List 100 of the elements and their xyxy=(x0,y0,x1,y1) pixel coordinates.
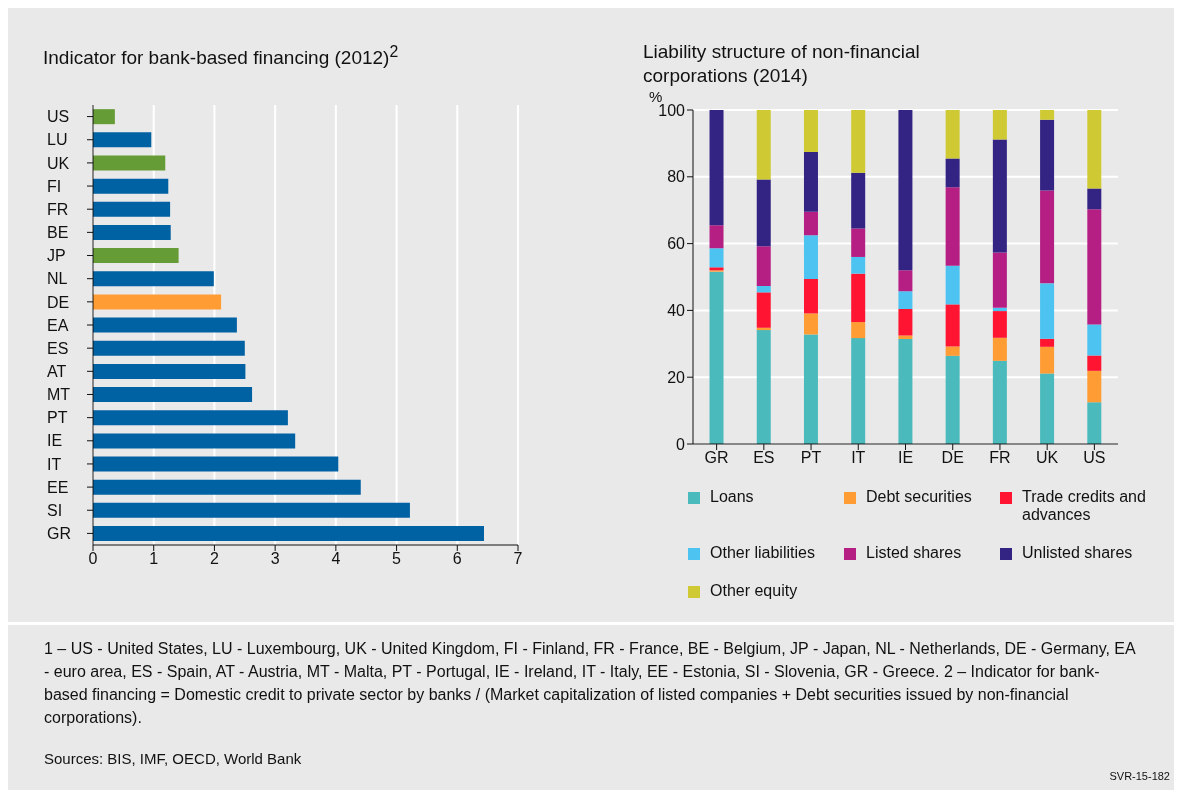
bar xyxy=(945,187,960,266)
legend-label: Listed shares xyxy=(866,544,962,562)
bar xyxy=(709,248,724,268)
bar xyxy=(93,456,339,472)
y-tick-label: 80 xyxy=(667,168,686,186)
bar xyxy=(93,502,410,518)
bar xyxy=(1087,370,1102,403)
y-tick-label: UK xyxy=(47,154,70,172)
text: 1 – US - United States, LU - Luxembourg, UK - United Kingdom, FI - Finland, FR - France, BE - Belgium, JP - Japan, NL - Netherlands, DE - Germany, EA - euro area, ES - Spain, AT - Austria, MT - Malta, PT - Portugal, IE - Ireland, IT - Italy, EE - Estonia, SI - Slovenia, GR - Greece. 2 – Indicator for bank-based financing = Domestic credit to private sector by banks / (Market capitalization of listed companies + Debt securities issued by non-financial corporations). xyxy=(44,639,1137,728)
bar xyxy=(93,248,179,264)
y-tick-label: LU xyxy=(47,131,68,149)
bar xyxy=(945,355,960,444)
bar xyxy=(1087,324,1102,356)
bar xyxy=(93,317,237,333)
bar xyxy=(945,265,960,305)
x-tick-label: UK xyxy=(1036,449,1059,467)
y-tick-label: BE xyxy=(47,224,69,242)
bar xyxy=(898,110,913,271)
y-tick-label: MT xyxy=(47,386,71,404)
bar xyxy=(851,172,866,229)
bar xyxy=(93,387,253,403)
bar xyxy=(992,337,1007,361)
bar xyxy=(803,235,818,279)
bar xyxy=(93,155,166,171)
bar xyxy=(1087,355,1102,371)
source-note: Sources: BIS, IMF, OECD, World Bank xyxy=(44,749,303,769)
bar xyxy=(93,271,214,287)
bar xyxy=(898,270,913,292)
x-tick-label: 2 xyxy=(209,550,219,568)
bar xyxy=(1040,373,1055,444)
legend-label: Unlisted shares xyxy=(1022,544,1133,562)
y-tick-label: US xyxy=(47,108,70,126)
bar xyxy=(756,286,771,293)
y-tick-label: 20 xyxy=(667,368,686,386)
bar xyxy=(992,360,1007,444)
bar xyxy=(93,479,361,495)
bar xyxy=(1087,110,1102,189)
legend-label: Other equity xyxy=(710,582,798,600)
bar xyxy=(851,256,866,274)
bar xyxy=(992,110,1007,140)
y-tick-label: ES xyxy=(47,339,69,357)
y-tick-label: FI xyxy=(47,177,62,195)
bar xyxy=(709,271,724,444)
bar xyxy=(709,225,724,249)
x-tick-label: 3 xyxy=(270,550,280,568)
bar xyxy=(1087,209,1102,325)
bar xyxy=(945,158,960,188)
bar xyxy=(93,340,245,356)
y-tick-label: JP xyxy=(47,247,66,265)
bar xyxy=(803,279,818,314)
x-tick-label: GR xyxy=(704,449,729,467)
bar xyxy=(851,110,866,173)
bar xyxy=(1040,283,1055,339)
chart-title: Indicator for bank-based financing (2012)$^{2}$ xyxy=(43,42,400,71)
bar xyxy=(803,334,818,444)
bar xyxy=(851,338,866,444)
bar xyxy=(803,313,818,335)
y-tick-label: SI xyxy=(47,501,63,519)
bar xyxy=(1040,338,1055,347)
bar xyxy=(93,132,152,148)
y-tick-label: IE xyxy=(47,432,63,450)
y-tick-label: 0 xyxy=(676,435,686,453)
chart-title: Liability structure of non-financial corporations (2014) xyxy=(643,41,920,86)
bar xyxy=(945,346,960,356)
bar xyxy=(1040,190,1055,284)
x-tick-label: 6 xyxy=(452,550,462,568)
x-tick-label: 1 xyxy=(149,550,159,568)
bar xyxy=(898,335,913,340)
legend-label: Loans xyxy=(710,488,754,506)
bar xyxy=(992,139,1007,253)
y-tick-label: EA xyxy=(47,316,69,334)
bar xyxy=(803,211,818,236)
bar xyxy=(945,110,960,159)
y-tick-label: 40 xyxy=(667,302,686,320)
x-tick-label: FR xyxy=(989,449,1011,467)
bar xyxy=(1087,402,1102,444)
bar xyxy=(756,330,771,444)
bar xyxy=(93,294,222,310)
bar xyxy=(803,110,818,153)
x-tick-label: 5 xyxy=(392,550,402,568)
bar xyxy=(898,309,913,336)
bar xyxy=(1040,110,1055,120)
y-tick-label: PT xyxy=(47,409,68,427)
bar xyxy=(93,410,288,426)
x-tick-label: ES xyxy=(753,449,775,467)
x-tick-label: 4 xyxy=(331,550,341,568)
x-tick-label: PT xyxy=(800,449,822,467)
bar xyxy=(93,109,115,125)
bar xyxy=(1040,346,1055,374)
y-tick-label: DE xyxy=(47,293,70,311)
text: SVR-15-182 xyxy=(1109,769,1170,784)
bar xyxy=(756,179,771,247)
y-tick-label: NL xyxy=(47,270,68,288)
bar xyxy=(898,339,913,444)
bar xyxy=(93,526,484,542)
bar xyxy=(945,304,960,347)
legend-label: Trade credits and advances xyxy=(1022,488,1147,524)
bar xyxy=(1087,188,1102,210)
bar xyxy=(992,252,1007,308)
bar xyxy=(898,291,913,310)
